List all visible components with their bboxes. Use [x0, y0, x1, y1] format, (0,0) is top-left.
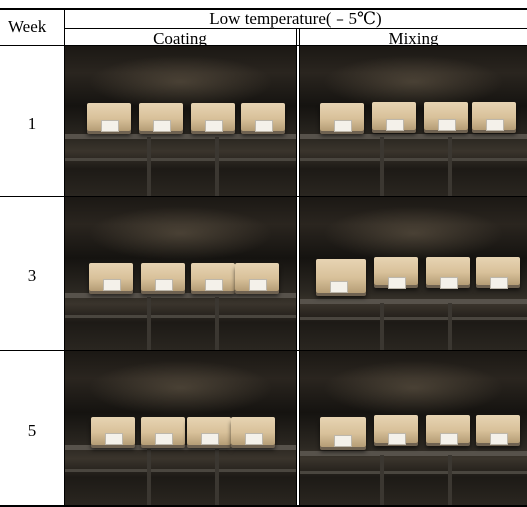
column-header-coating: Coating	[153, 29, 207, 48]
photo-mixing-week-1	[300, 46, 527, 196]
column-divider-a	[296, 28, 297, 506]
week-label-3: 3	[27, 266, 37, 285]
week-column-divider	[64, 8, 65, 506]
row-rule-2	[0, 350, 527, 351]
header-rule	[0, 45, 527, 46]
photo-coating-week-1	[65, 46, 296, 196]
photo-mixing-week-3	[300, 197, 527, 350]
photo-coating-week-5	[65, 351, 296, 505]
photo-mixing-week-5	[300, 351, 527, 505]
week-label-5: 5	[27, 421, 37, 440]
group-header: Low temperature(﹣5℃)	[209, 9, 382, 28]
group-underline	[64, 28, 527, 29]
photo-coating-week-3	[65, 197, 296, 350]
column-header-mixing: Mixing	[388, 29, 439, 48]
row-rule-1	[0, 196, 527, 197]
bottom-rule	[0, 505, 527, 507]
column-divider-b	[299, 28, 300, 506]
week-label-1: 1	[27, 114, 37, 133]
top-rule	[0, 8, 527, 10]
week-header: Week	[8, 17, 47, 36]
